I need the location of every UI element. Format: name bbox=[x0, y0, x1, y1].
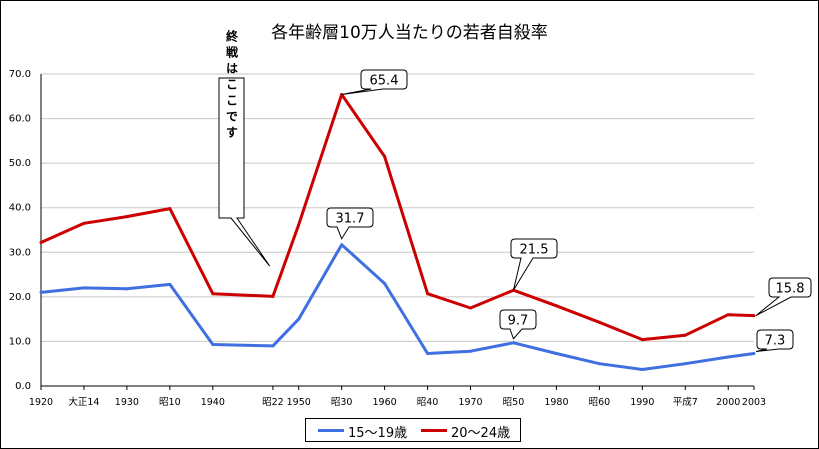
x-tick-label: 1960 bbox=[373, 397, 397, 408]
callout-7-3: 7.3 bbox=[755, 329, 794, 352]
callout-war-end-text: 終戦はここです bbox=[225, 29, 239, 142]
x-tick-label: 1980 bbox=[544, 397, 568, 408]
data-point-1 bbox=[383, 154, 387, 158]
data-point-1 bbox=[640, 338, 644, 342]
data-point-0 bbox=[297, 317, 301, 321]
x-tick-label: 昭30 bbox=[331, 397, 353, 408]
series-line-0 bbox=[40, 243, 755, 371]
callout-65-4-bubble bbox=[341, 69, 408, 95]
callout-31-7: 31.7 bbox=[326, 207, 374, 240]
data-point-0 bbox=[340, 243, 344, 247]
legend-label-15-19: 15～19歳 bbox=[348, 426, 408, 441]
callout-9-7-bubble bbox=[499, 309, 537, 340]
data-point-1 bbox=[82, 221, 86, 225]
data-point-1 bbox=[125, 215, 129, 219]
x-tick-label: 昭60 bbox=[589, 397, 611, 408]
data-point-1 bbox=[426, 292, 430, 296]
data-point-0 bbox=[597, 362, 601, 366]
x-tick-label: 昭40 bbox=[417, 397, 439, 408]
data-point-1 bbox=[168, 207, 172, 211]
callout-31-7-bubble bbox=[326, 207, 374, 240]
callout-21-5-bubble bbox=[510, 238, 558, 291]
data-point-0 bbox=[426, 351, 430, 355]
x-tick-label: 1990 bbox=[630, 397, 654, 408]
y-tick-label: 60.0 bbox=[9, 114, 31, 125]
x-tick-label: 昭50 bbox=[503, 397, 525, 408]
data-point-1 bbox=[271, 294, 275, 298]
x-tick-label: 平成7 bbox=[673, 396, 698, 408]
callout-65-4: 65.4 bbox=[341, 69, 408, 95]
callout-15-8-bubble bbox=[755, 277, 812, 317]
x-tick-label: 1940 bbox=[201, 397, 225, 408]
callout-21-5: 21.5 bbox=[510, 238, 558, 291]
series-line-1 bbox=[40, 93, 755, 342]
y-tick-label: 10.0 bbox=[9, 336, 31, 347]
data-point-0 bbox=[469, 349, 473, 353]
legend-swatch-20-24 bbox=[421, 429, 447, 432]
y-tick-label: 30.0 bbox=[9, 247, 31, 258]
data-point-0 bbox=[168, 282, 172, 286]
data-point-1 bbox=[297, 223, 301, 227]
data-point-1 bbox=[726, 313, 730, 317]
data-point-0 bbox=[39, 290, 43, 294]
x-tick-label: 昭10 bbox=[159, 397, 181, 408]
y-tick-label: 20.0 bbox=[9, 292, 31, 303]
x-tick-label: 昭22 bbox=[262, 397, 284, 408]
x-tick-label: 2003 bbox=[742, 397, 766, 408]
data-point-0 bbox=[211, 343, 215, 347]
data-point-0 bbox=[383, 281, 387, 285]
callout-9-7: 9.7 bbox=[499, 309, 537, 340]
x-tick-label: 1920 bbox=[29, 397, 53, 408]
data-point-1 bbox=[597, 320, 601, 324]
x-tick-label: 1930 bbox=[115, 397, 139, 408]
legend-swatch-15-19 bbox=[318, 429, 344, 432]
callout-7-3-bubble bbox=[755, 329, 794, 352]
callout-war-end: 終戦はここです bbox=[218, 29, 271, 267]
data-point-0 bbox=[726, 355, 730, 359]
callout-9-7-text: 9.7 bbox=[508, 314, 529, 329]
data-point-1 bbox=[39, 240, 43, 244]
data-point-0 bbox=[82, 286, 86, 290]
chart-legend: 15～19歳 20～24歳 bbox=[305, 418, 521, 442]
data-point-1 bbox=[752, 314, 756, 318]
y-tick-label: 0.0 bbox=[15, 381, 31, 392]
callout-15-8-text: 15.8 bbox=[776, 282, 805, 297]
data-point-0 bbox=[683, 362, 687, 366]
x-tick-label: 2000 bbox=[716, 397, 740, 408]
data-point-0 bbox=[125, 287, 129, 291]
callout-7-3-text: 7.3 bbox=[765, 334, 786, 349]
x-tick-label: 大正14 bbox=[68, 396, 99, 408]
callout-31-7-text: 31.7 bbox=[336, 212, 365, 227]
callout-15-8: 15.8 bbox=[755, 277, 812, 317]
data-point-1 bbox=[554, 304, 558, 308]
data-point-0 bbox=[640, 368, 644, 372]
data-point-0 bbox=[554, 351, 558, 355]
y-tick-label: 40.0 bbox=[9, 203, 31, 214]
x-tick-label: 1970 bbox=[458, 397, 482, 408]
callout-war-end-bubble bbox=[218, 77, 271, 267]
callout-21-5-text: 21.5 bbox=[520, 243, 549, 258]
callout-65-4-text: 65.4 bbox=[370, 74, 399, 89]
data-point-1 bbox=[211, 292, 215, 296]
chart-title: 各年齢層10万人当たりの若者自殺率 bbox=[271, 23, 548, 43]
legend-label-20-24: 20～24歳 bbox=[451, 426, 511, 441]
data-point-0 bbox=[752, 351, 756, 355]
x-tick-label: 1950 bbox=[287, 397, 311, 408]
data-point-0 bbox=[271, 344, 275, 348]
data-point-1 bbox=[683, 333, 687, 337]
data-point-0 bbox=[511, 341, 515, 345]
y-tick-label: 70.0 bbox=[9, 69, 31, 80]
data-point-1 bbox=[469, 306, 473, 310]
y-tick-label: 50.0 bbox=[9, 158, 31, 169]
